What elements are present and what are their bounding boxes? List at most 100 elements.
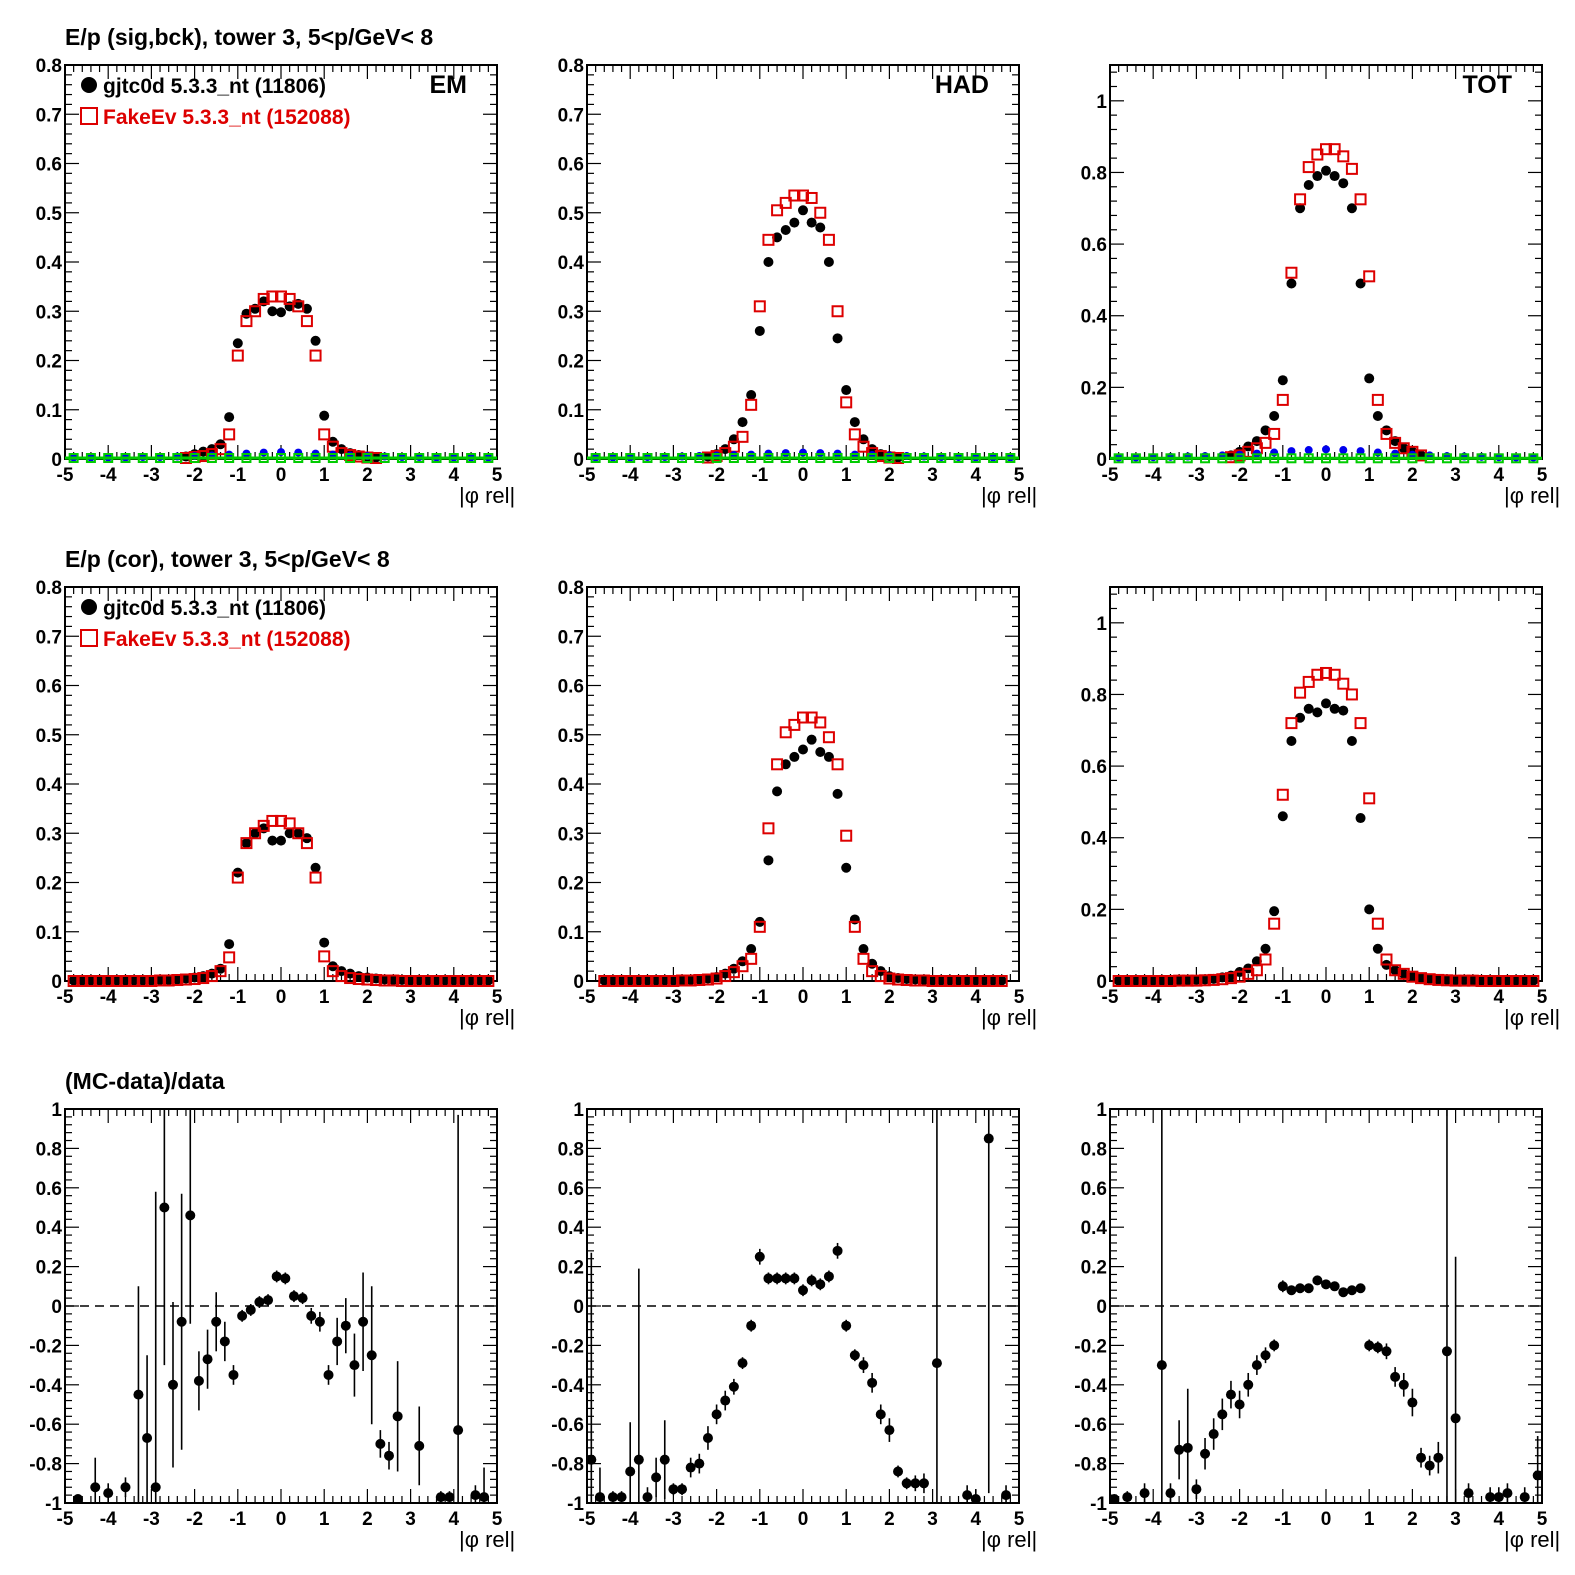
ratio-point: [384, 1450, 394, 1461]
data-point: [599, 975, 610, 986]
mc-point: [874, 970, 887, 983]
y-tick-label: 0.4: [558, 1218, 585, 1239]
background-data-point: [799, 448, 807, 457]
x-tick-label: 5: [492, 1509, 503, 1530]
ratio-point: [202, 1354, 213, 1365]
mc-point: [857, 440, 870, 453]
ratio-point: [1450, 1413, 1461, 1424]
y-tick-label: 0.1: [558, 923, 585, 944]
y-tick-label: 0.6: [1081, 1179, 1107, 1200]
mc-point: [814, 716, 827, 729]
panels-group: -5 -4 -3 -2 -1 0 1 2 3 4 5 0 0.1 0.2 0.3 0.4 0.5 0.6 0.7 0.…: [29, 56, 1560, 1552]
y-tick-label: 0.2: [558, 1258, 584, 1279]
ratio-point: [1260, 1350, 1271, 1361]
data-point: [1191, 974, 1202, 985]
data-point: [448, 975, 459, 986]
mc-point: [857, 952, 870, 965]
mc-point: [413, 975, 426, 987]
y-tick-label: 0: [51, 450, 62, 471]
data-point: [1459, 975, 1470, 986]
y-tick-label: 0.5: [36, 726, 63, 747]
data-point: [633, 975, 644, 986]
data-point: [440, 975, 451, 986]
data-point: [1122, 975, 1133, 986]
x-tick-label: -2: [708, 987, 725, 1008]
ratio-point: [711, 1409, 722, 1420]
mc-point: [779, 726, 792, 739]
mc-point: [667, 975, 680, 987]
data-point: [1139, 975, 1150, 986]
y-tick-label: 0.7: [36, 105, 62, 126]
mc-point: [935, 975, 948, 987]
mc-point: [1328, 143, 1341, 156]
data-point: [1493, 975, 1504, 986]
data-point: [310, 335, 321, 346]
y-tick-label: 0.2: [1081, 1258, 1107, 1279]
data-point: [962, 975, 973, 986]
ratio-point: [1381, 1346, 1392, 1357]
x-tick-label: 3: [405, 987, 416, 1008]
ratio-point: [1234, 1399, 1245, 1410]
mc-point: [1311, 668, 1324, 681]
y-tick-label: 0.2: [558, 352, 584, 373]
y-tick-label: 0.5: [558, 204, 585, 225]
mc-point: [1155, 975, 1168, 987]
data-point: [1321, 165, 1331, 176]
panel-label: HAD: [935, 71, 989, 99]
mc-point: [145, 975, 158, 987]
ratio-point: [288, 1291, 299, 1302]
mc-point: [1328, 668, 1341, 681]
data-point: [996, 975, 1007, 986]
data-point: [867, 444, 878, 455]
data-point: [754, 325, 765, 336]
data-point: [180, 973, 191, 984]
data-point: [1277, 811, 1288, 822]
row-title-2: E/p (cor), tower 3, 5<p/GeV< 8: [65, 546, 390, 572]
data-point: [68, 975, 79, 986]
mc-point: [987, 975, 1000, 987]
x-tick-label: 1: [319, 465, 330, 486]
series-3: [1110, 453, 1542, 464]
ratio-point: [823, 1271, 834, 1282]
background-data-point: [294, 448, 303, 457]
y-tick-label: 0: [1096, 450, 1107, 471]
x-tick-label: 0: [1321, 465, 1332, 486]
mc-point: [240, 315, 253, 328]
mc-point: [641, 975, 654, 987]
data-point: [720, 444, 731, 455]
data-point: [224, 412, 235, 423]
x-tick-label: -4: [1145, 465, 1162, 486]
data-point: [1398, 968, 1409, 979]
x-tick-label: 2: [1407, 1509, 1418, 1530]
ratio-point: [280, 1273, 291, 1284]
mc-point: [421, 975, 434, 987]
mc-point: [171, 974, 184, 987]
mc-point: [128, 975, 141, 987]
ratio-point: [875, 1409, 886, 1420]
data-point: [250, 828, 261, 839]
ratio-point: [271, 1271, 282, 1282]
mc-point: [736, 430, 749, 443]
mc-point: [1466, 974, 1479, 987]
x-tick-label: 2: [884, 465, 895, 486]
mc-point: [283, 292, 296, 305]
data-point: [1372, 411, 1383, 422]
ratio-point: [1519, 1492, 1530, 1503]
x-tick-label: 4: [971, 987, 982, 1008]
data-point: [1355, 813, 1366, 824]
mc-point: [1449, 974, 1462, 987]
ratio-point: [1251, 1360, 1262, 1371]
x-tick-label: -3: [665, 465, 682, 486]
x-tick-label: -4: [622, 1509, 639, 1530]
background-data-point: [259, 448, 268, 457]
data-point: [651, 975, 662, 986]
ratio-point: [702, 1432, 713, 1443]
data-point: [1303, 703, 1314, 714]
data-point: [1441, 974, 1452, 985]
mc-point: [969, 975, 982, 987]
data-point: [120, 975, 131, 986]
ratio-point: [1338, 1287, 1349, 1298]
mc-point: [745, 398, 758, 411]
ratio-point: [893, 1466, 904, 1477]
ratio-point: [392, 1411, 403, 1422]
